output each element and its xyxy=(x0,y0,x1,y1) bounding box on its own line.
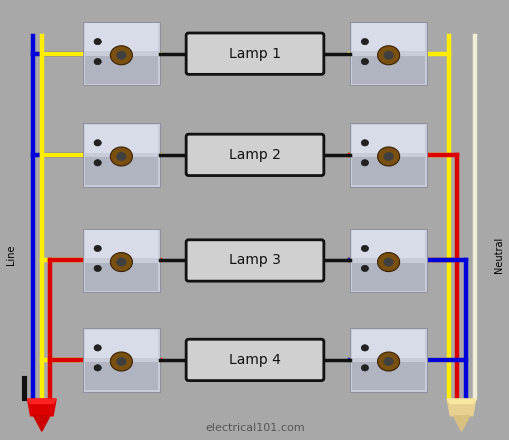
FancyBboxPatch shape xyxy=(350,123,426,187)
FancyBboxPatch shape xyxy=(84,230,158,258)
Circle shape xyxy=(116,357,126,366)
Circle shape xyxy=(360,160,368,166)
Circle shape xyxy=(110,253,132,271)
FancyBboxPatch shape xyxy=(350,229,426,292)
FancyBboxPatch shape xyxy=(84,263,158,291)
Circle shape xyxy=(94,160,101,166)
FancyBboxPatch shape xyxy=(84,56,158,84)
Circle shape xyxy=(377,253,399,271)
Circle shape xyxy=(110,46,132,65)
Circle shape xyxy=(360,245,368,252)
FancyBboxPatch shape xyxy=(351,125,425,153)
FancyBboxPatch shape xyxy=(83,123,159,187)
FancyBboxPatch shape xyxy=(84,157,158,185)
Text: Lamp 4: Lamp 4 xyxy=(229,353,280,367)
Circle shape xyxy=(116,152,126,161)
FancyBboxPatch shape xyxy=(351,56,425,84)
FancyBboxPatch shape xyxy=(351,23,425,51)
FancyBboxPatch shape xyxy=(351,362,425,390)
Circle shape xyxy=(94,59,101,65)
Circle shape xyxy=(94,345,101,351)
FancyBboxPatch shape xyxy=(83,22,159,85)
FancyBboxPatch shape xyxy=(84,362,158,390)
Circle shape xyxy=(94,365,101,371)
Text: Lamp 1: Lamp 1 xyxy=(229,47,280,61)
FancyBboxPatch shape xyxy=(186,339,323,381)
Polygon shape xyxy=(453,416,469,431)
Circle shape xyxy=(360,59,368,65)
FancyBboxPatch shape xyxy=(350,328,426,392)
Polygon shape xyxy=(27,399,56,416)
Text: Lamp 2: Lamp 2 xyxy=(229,148,280,162)
FancyBboxPatch shape xyxy=(186,33,323,74)
FancyBboxPatch shape xyxy=(83,328,159,392)
FancyBboxPatch shape xyxy=(84,125,158,153)
Circle shape xyxy=(377,46,399,65)
FancyBboxPatch shape xyxy=(351,157,425,185)
Circle shape xyxy=(360,345,368,351)
Circle shape xyxy=(360,265,368,271)
Circle shape xyxy=(377,352,399,371)
Text: Line: Line xyxy=(6,245,16,265)
Text: Neutral: Neutral xyxy=(493,237,503,273)
Polygon shape xyxy=(27,399,56,403)
Circle shape xyxy=(94,38,101,45)
Circle shape xyxy=(94,265,101,271)
Circle shape xyxy=(383,258,393,267)
Circle shape xyxy=(94,139,101,146)
Circle shape xyxy=(116,51,126,60)
Circle shape xyxy=(360,139,368,146)
FancyBboxPatch shape xyxy=(186,240,323,281)
Circle shape xyxy=(383,357,393,366)
FancyBboxPatch shape xyxy=(84,330,158,358)
Polygon shape xyxy=(446,399,475,416)
FancyBboxPatch shape xyxy=(351,263,425,291)
FancyBboxPatch shape xyxy=(84,23,158,51)
FancyBboxPatch shape xyxy=(351,330,425,358)
Circle shape xyxy=(383,51,393,60)
Polygon shape xyxy=(34,416,50,431)
Polygon shape xyxy=(446,399,475,403)
Text: electrical101.com: electrical101.com xyxy=(205,423,304,433)
FancyBboxPatch shape xyxy=(350,22,426,85)
Circle shape xyxy=(377,147,399,166)
Circle shape xyxy=(360,365,368,371)
FancyBboxPatch shape xyxy=(83,229,159,292)
FancyBboxPatch shape xyxy=(186,134,323,176)
Circle shape xyxy=(360,38,368,45)
Circle shape xyxy=(110,147,132,166)
Circle shape xyxy=(110,352,132,371)
Circle shape xyxy=(94,245,101,252)
Circle shape xyxy=(116,258,126,267)
Circle shape xyxy=(383,152,393,161)
FancyBboxPatch shape xyxy=(351,230,425,258)
Text: Lamp 3: Lamp 3 xyxy=(229,253,280,268)
